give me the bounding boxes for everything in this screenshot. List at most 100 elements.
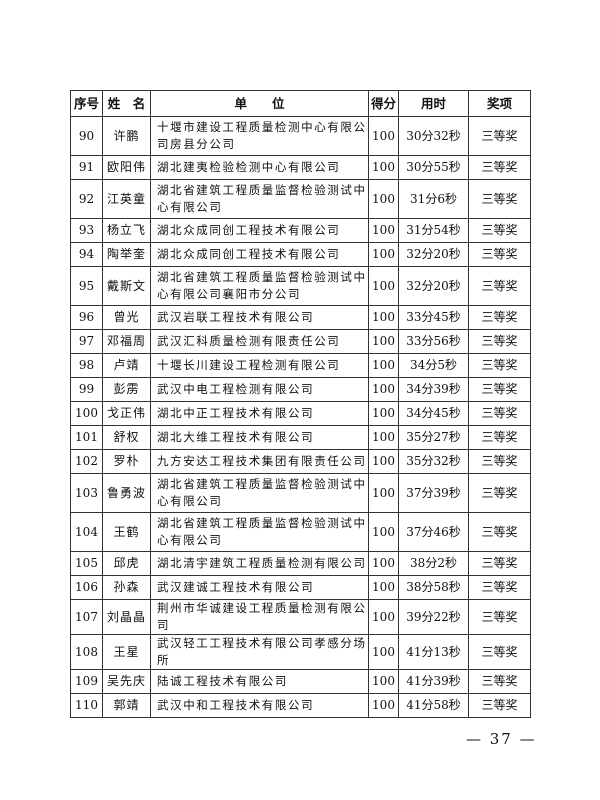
cell-unit: 湖北省建筑工程质量监督检验测试中心有限公司 — [150, 179, 369, 219]
cell-no: 97 — [70, 329, 103, 354]
cell-name: 王鹤 — [102, 512, 151, 552]
table-row: 90 许鹏 十堰市建设工程质量检测中心有限公司房县分公司 100 30分32秒 三等奖 — [70, 116, 531, 156]
cell-no: 91 — [70, 155, 103, 180]
cell-time: 39分22秒 — [398, 599, 469, 635]
page-number: — 37 — — [466, 730, 537, 748]
cell-name: 邱虎 — [102, 551, 151, 576]
cell-time: 34分45秒 — [398, 401, 469, 426]
cell-award: 三等奖 — [468, 551, 531, 576]
cell-award: 三等奖 — [468, 305, 531, 330]
cell-name: 郭靖 — [102, 693, 151, 718]
cell-name: 邓福周 — [102, 329, 151, 354]
cell-unit: 武汉轻工工程技术有限公司孝感分场所 — [150, 634, 369, 670]
table-row: 98 卢靖 十堰长川建设工程检测有限公司 100 34分5秒 三等奖 — [70, 353, 531, 378]
cell-score: 100 — [368, 401, 399, 426]
header-award: 奖项 — [468, 90, 531, 117]
cell-award: 三等奖 — [468, 575, 531, 600]
cell-no: 94 — [70, 242, 103, 267]
cell-no: 95 — [70, 266, 103, 306]
cell-unit: 武汉中和工程技术有限公司 — [150, 693, 369, 718]
cell-time: 32分20秒 — [398, 266, 469, 306]
cell-no: 92 — [70, 179, 103, 219]
cell-score: 100 — [368, 329, 399, 354]
cell-award: 三等奖 — [468, 353, 531, 378]
cell-no: 108 — [70, 634, 103, 670]
cell-unit: 荆州市华诚建设工程质量检测有限公司 — [150, 599, 369, 635]
cell-no: 100 — [70, 401, 103, 426]
header-score: 得分 — [368, 90, 399, 117]
cell-time: 35分27秒 — [398, 425, 469, 450]
cell-no: 104 — [70, 512, 103, 552]
cell-time: 41分58秒 — [398, 693, 469, 718]
cell-time: 33分45秒 — [398, 305, 469, 330]
cell-score: 100 — [368, 599, 399, 635]
cell-award: 三等奖 — [468, 693, 531, 718]
cell-no: 98 — [70, 353, 103, 378]
table-row: 102 罗朴 九方安达工程技术集团有限责任公司 100 35分32秒 三等奖 — [70, 449, 531, 474]
cell-time: 30分55秒 — [398, 155, 469, 180]
table-body: 90 许鹏 十堰市建设工程质量检测中心有限公司房县分公司 100 30分32秒 三等奖 91… — [70, 116, 531, 718]
cell-name: 舒权 — [102, 425, 151, 450]
cell-time: 30分32秒 — [398, 116, 469, 156]
cell-score: 100 — [368, 575, 399, 600]
cell-time: 33分56秒 — [398, 329, 469, 354]
cell-unit: 武汉岩联工程技术有限公司 — [150, 305, 369, 330]
cell-unit: 湖北省建筑工程质量监督检验测试中心有限公司襄阳市分公司 — [150, 266, 369, 306]
cell-unit: 武汉汇科质量检测有限责任公司 — [150, 329, 369, 354]
cell-award: 三等奖 — [468, 329, 531, 354]
cell-unit: 陆诚工程技术有限公司 — [150, 669, 369, 694]
cell-time: 38分58秒 — [398, 575, 469, 600]
table-row: 109 吴先庆 陆诚工程技术有限公司 100 41分39秒 三等奖 — [70, 669, 531, 694]
table-row: 107 刘晶晶 荆州市华诚建设工程质量检测有限公司 100 39分22秒 三等奖 — [70, 599, 531, 635]
cell-no: 101 — [70, 425, 103, 450]
cell-time: 41分39秒 — [398, 669, 469, 694]
cell-score: 100 — [368, 218, 399, 243]
cell-score: 100 — [368, 669, 399, 694]
table-row: 94 陶举奎 湖北众成同创工程技术有限公司 100 32分20秒 三等奖 — [70, 242, 531, 267]
cell-time: 34分5秒 — [398, 353, 469, 378]
cell-name: 卢靖 — [102, 353, 151, 378]
cell-time: 37分46秒 — [398, 512, 469, 552]
cell-time: 31分6秒 — [398, 179, 469, 219]
cell-name: 王星 — [102, 634, 151, 670]
cell-score: 100 — [368, 353, 399, 378]
cell-time: 31分54秒 — [398, 218, 469, 243]
cell-award: 三等奖 — [468, 179, 531, 219]
table-row: 105 邱虎 湖北清宇建筑工程质量检测有限公司 100 38分2秒 三等奖 — [70, 551, 531, 576]
cell-award: 三等奖 — [468, 669, 531, 694]
cell-name: 刘晶晶 — [102, 599, 151, 635]
table-row: 108 王星 武汉轻工工程技术有限公司孝感分场所 100 41分13秒 三等奖 — [70, 634, 531, 670]
cell-name: 曾光 — [102, 305, 151, 330]
header-unit: 单 位 — [150, 90, 369, 117]
cell-unit: 九方安达工程技术集团有限责任公司 — [150, 449, 369, 474]
header-time: 用时 — [398, 90, 469, 117]
cell-score: 100 — [368, 266, 399, 306]
cell-award: 三等奖 — [468, 634, 531, 670]
cell-award: 三等奖 — [468, 377, 531, 402]
cell-score: 100 — [368, 693, 399, 718]
cell-time: 34分39秒 — [398, 377, 469, 402]
cell-award: 三等奖 — [468, 599, 531, 635]
table-row: 95 戴斯文 湖北省建筑工程质量监督检验测试中心有限公司襄阳市分公司 100 32分20… — [70, 266, 531, 306]
cell-award: 三等奖 — [468, 449, 531, 474]
cell-score: 100 — [368, 377, 399, 402]
header-name: 姓 名 — [102, 90, 151, 117]
cell-time: 35分32秒 — [398, 449, 469, 474]
header-no: 序号 — [70, 90, 103, 117]
cell-name: 欧阳伟 — [102, 155, 151, 180]
table-row: 103 鲁勇波 湖北省建筑工程质量监督检验测试中心有限公司 100 37分39秒 三等奖 — [70, 473, 531, 513]
table-row: 96 曾光 武汉岩联工程技术有限公司 100 33分45秒 三等奖 — [70, 305, 531, 330]
cell-award: 三等奖 — [468, 473, 531, 513]
cell-unit: 湖北省建筑工程质量监督检验测试中心有限公司 — [150, 512, 369, 552]
table-row: 106 孙森 武汉建诚工程技术有限公司 100 38分58秒 三等奖 — [70, 575, 531, 600]
cell-score: 100 — [368, 155, 399, 180]
cell-unit: 湖北众成同创工程技术有限公司 — [150, 218, 369, 243]
cell-time: 32分20秒 — [398, 242, 469, 267]
table-row: 99 彭雳 武汉中电工程检测有限公司 100 34分39秒 三等奖 — [70, 377, 531, 402]
cell-name: 孙森 — [102, 575, 151, 600]
cell-time: 37分39秒 — [398, 473, 469, 513]
cell-score: 100 — [368, 634, 399, 670]
table-row: 104 王鹤 湖北省建筑工程质量监督检验测试中心有限公司 100 37分46秒 三等奖 — [70, 512, 531, 552]
cell-no: 107 — [70, 599, 103, 635]
cell-unit: 十堰市建设工程质量检测中心有限公司房县分公司 — [150, 116, 369, 156]
